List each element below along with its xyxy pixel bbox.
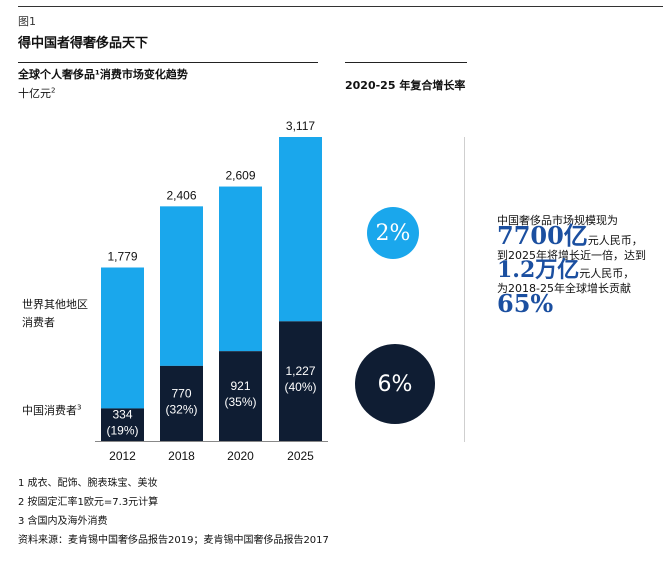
footnote-2: 2 按固定汇率1欧元=7.3元计算 <box>18 497 159 508</box>
legend-china: 中国消费者3 <box>22 402 81 418</box>
category-label-2025: 2025 <box>287 449 314 463</box>
footnote-1: 1 成衣、配饰、腕表珠宝、美妆 <box>18 478 158 489</box>
callout-big-value-2: 1.2万亿 <box>497 257 580 283</box>
callout-line-6: 65% <box>497 292 667 316</box>
china-label-2020-2: (35%) <box>224 395 256 409</box>
bar-china-2012 <box>101 408 144 441</box>
unit-text: 十亿元 <box>18 87 51 100</box>
footnote-3: 3 含国内及海外消费 <box>18 516 108 527</box>
figure-label: 图1 <box>18 15 36 28</box>
china-label-2018-2: (32%) <box>165 402 197 416</box>
legend-world: 世界其他地区消费者 <box>22 298 88 329</box>
footnotes: 1 成衣、配饰、腕表珠宝、美妆 2 按固定汇率1欧元=7.3元计算 3 含国内及… <box>18 474 329 550</box>
callout-line-4: 1.2万亿元人民币， <box>497 259 667 281</box>
china-label-2018-1: 770 <box>171 386 191 400</box>
callout-line-2-suffix: 元人民币， <box>587 234 643 247</box>
callout-big-value-3: 65% <box>497 289 554 318</box>
chart-header: 全球个人奢侈品¹消费市场变化趋势 十亿元2 <box>18 62 318 101</box>
bar-world-2012 <box>101 267 144 409</box>
total-label-2018: 2,406 <box>166 188 196 202</box>
total-label-2012: 1,779 <box>107 249 137 263</box>
callout-line-4-suffix: 元人民币， <box>579 267 635 280</box>
legend-china-text: 中国消费者 <box>22 404 77 417</box>
china-label-2025-1: 1,227 <box>285 364 315 378</box>
section-divider <box>464 137 465 442</box>
cagr-title: 2020-25 年复合增长率 <box>345 62 467 93</box>
callout-line-2: 7700亿元人民币， <box>497 224 667 248</box>
china-label-2020-1: 921 <box>230 379 250 393</box>
bar-world-2018 <box>160 206 203 366</box>
category-label-2018: 2018 <box>168 449 195 463</box>
callout-line-5: 为2018-25年全球增长贡献 <box>497 282 631 295</box>
category-label-2012: 2012 <box>109 449 136 463</box>
callout-line-3: 到2025年将增长近一倍，达到 <box>497 249 646 262</box>
china-label-2025-2: (40%) <box>284 380 316 394</box>
legend-china-footnote-ref: 3 <box>77 403 82 412</box>
china-label-2012-1: 334 <box>112 408 132 422</box>
stacked-bar-chart: 1,779 334 (19%) 2012 2,406 770 (32%) 2018 2,609 9… <box>95 119 328 463</box>
cagr-world-circle: 2% <box>367 207 419 259</box>
callout-big-value-1: 7700亿 <box>497 221 588 250</box>
cagr-china-circle: 6% <box>355 344 435 424</box>
callout-line-1: 中国奢侈品市场规模现为 <box>497 214 618 227</box>
bar-china-2018 <box>160 365 203 441</box>
top-rule <box>18 6 663 7</box>
unit-footnote-ref: 2 <box>51 86 56 95</box>
source-note: 资料来源：麦肯锡中国奢侈品报告2019；麦肯锡中国奢侈品报告2017 <box>18 535 329 546</box>
chart-title: 全球个人奢侈品¹消费市场变化趋势 <box>18 68 188 81</box>
bar-world-2025 <box>279 137 322 322</box>
total-label-2020: 2,609 <box>225 169 255 183</box>
unit-label: 十亿元2 <box>18 85 318 101</box>
page-title: 得中国者得奢侈品天下 <box>18 36 149 51</box>
bar-china-2025 <box>279 321 322 441</box>
bar-china-2020 <box>219 351 262 441</box>
bar-world-2020 <box>219 186 262 352</box>
market-callout: 中国奢侈品市场规模现为 7700亿元人民币， 到2025年将增长近一倍，达到 1… <box>497 213 667 316</box>
category-label-2020: 2020 <box>227 449 254 463</box>
total-label-2025: 3,117 <box>286 119 315 133</box>
china-label-2012-2: (19%) <box>106 424 138 438</box>
